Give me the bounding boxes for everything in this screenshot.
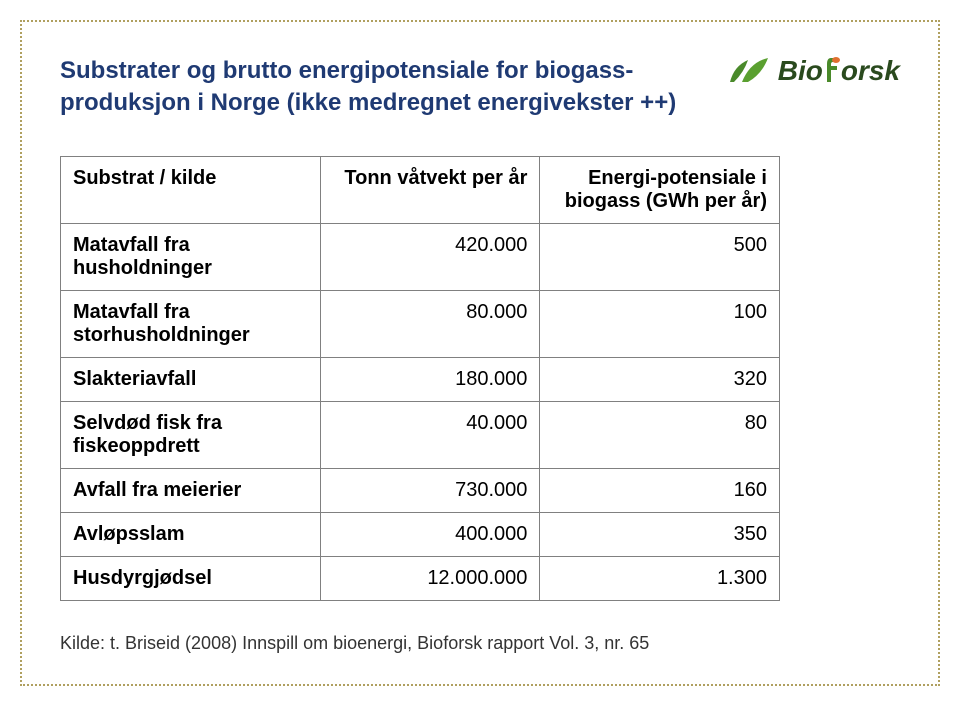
table-cell: 320: [540, 357, 780, 401]
table-cell: Slakteriavfall: [61, 357, 321, 401]
table-cell: Avfall fra meierier: [61, 468, 321, 512]
table-cell: 12.000.000: [320, 556, 540, 600]
table-body: Matavfall fra husholdninger420.000500Mat…: [61, 223, 780, 600]
table-cell: 350: [540, 512, 780, 556]
table-row: Avfall fra meierier730.000160: [61, 468, 780, 512]
table-row: Slakteriavfall180.000320: [61, 357, 780, 401]
table-cell: 420.000: [320, 223, 540, 290]
table-header-cell: Tonn våtvekt per år: [320, 156, 540, 223]
table-header-cell: Energi-potensiale i biogass (GWh per år): [540, 156, 780, 223]
table-cell: Avløpsslam: [61, 512, 321, 556]
table-row: Matavfall fra husholdninger420.000500: [61, 223, 780, 290]
table-cell: 500: [540, 223, 780, 290]
table-cell: 730.000: [320, 468, 540, 512]
table-cell: 100: [540, 290, 780, 357]
table-header-row: Substrat / kildeTonn våtvekt per årEnerg…: [61, 156, 780, 223]
table-row: Husdyrgjødsel12.000.0001.300: [61, 556, 780, 600]
page-title: Substrater og brutto energipotensiale fo…: [60, 55, 680, 120]
table-cell: 80.000: [320, 290, 540, 357]
data-table: Substrat / kildeTonn våtvekt per årEnerg…: [60, 156, 780, 601]
table-row: Avløpsslam400.000350: [61, 512, 780, 556]
table-cell: Matavfall fra storhusholdninger: [61, 290, 321, 357]
table-header: Substrat / kildeTonn våtvekt per årEnerg…: [61, 156, 780, 223]
table-cell: Matavfall fra husholdninger: [61, 223, 321, 290]
logo-text-bio: Bio: [778, 55, 823, 86]
logo-text-orsk: orsk: [841, 55, 900, 86]
table-cell: 40.000: [320, 401, 540, 468]
table-cell: 160: [540, 468, 780, 512]
table-cell: Husdyrgjødsel: [61, 556, 321, 600]
logo-f-icon: [823, 56, 841, 84]
table-cell: 180.000: [320, 357, 540, 401]
slide-content: Substrater og brutto energipotensiale fo…: [60, 55, 900, 651]
table-cell: 1.300: [540, 556, 780, 600]
logo-leaves-icon: [728, 56, 772, 86]
table-row: Matavfall fra storhusholdninger80.000100: [61, 290, 780, 357]
table-header-cell: Substrat / kilde: [61, 156, 321, 223]
table-cell: 400.000: [320, 512, 540, 556]
table-cell: 80: [540, 401, 780, 468]
bioforsk-logo: Bioorsk: [728, 55, 900, 87]
header-row: Substrater og brutto energipotensiale fo…: [60, 55, 900, 120]
table-row: Selvdød fisk fra fiskeoppdrett40.00080: [61, 401, 780, 468]
logo-text: Bioorsk: [778, 55, 900, 87]
source-citation: Kilde: t. Briseid (2008) Innspill om bio…: [60, 633, 900, 654]
table-cell: Selvdød fisk fra fiskeoppdrett: [61, 401, 321, 468]
